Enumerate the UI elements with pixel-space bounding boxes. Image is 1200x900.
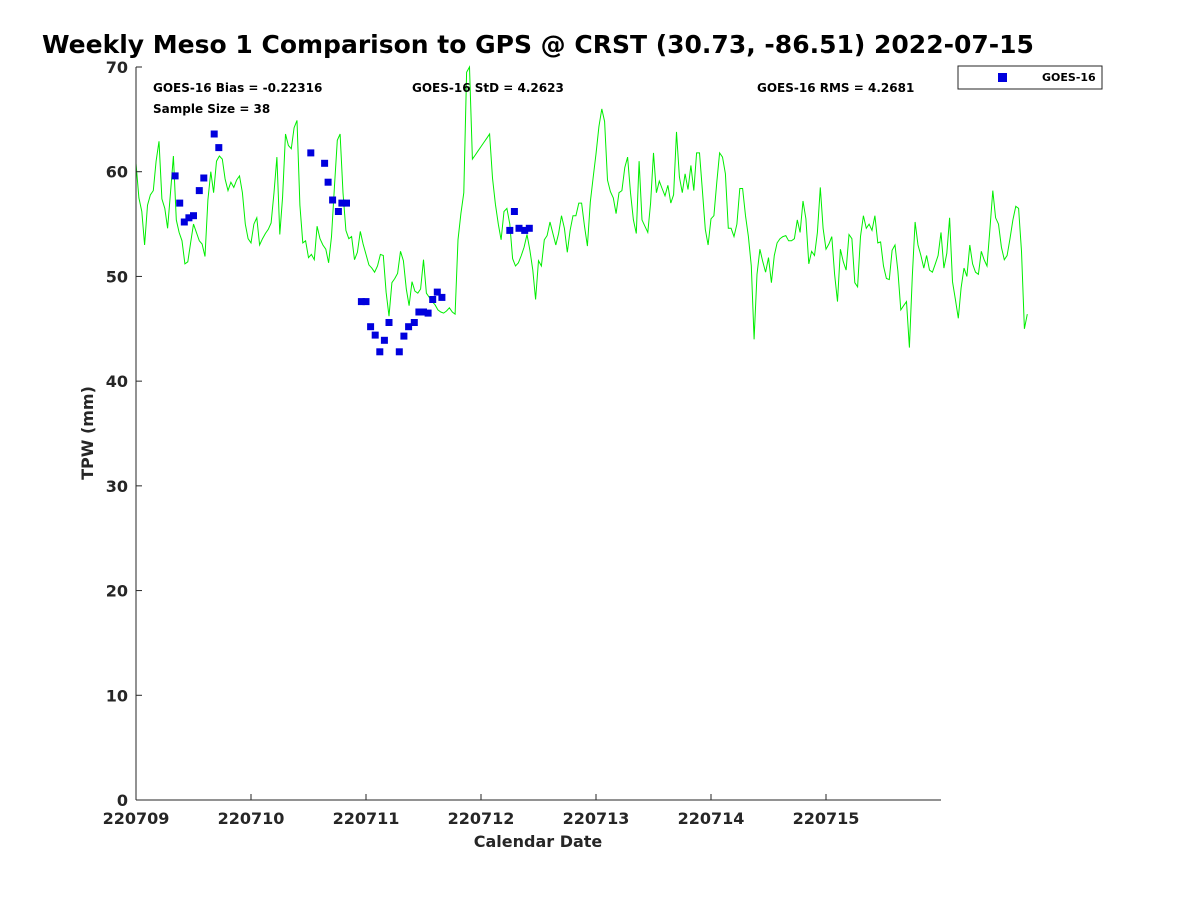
- goes-16-point: [180, 218, 188, 226]
- goes-16-point: [200, 174, 208, 182]
- legend: GOES-16: [957, 65, 1103, 90]
- y-tick-label: 50: [106, 267, 128, 286]
- goes-16-point: [190, 212, 197, 220]
- goes-16-point: [521, 226, 529, 234]
- y-tick-label: 20: [106, 582, 128, 601]
- goes-16-point: [371, 331, 379, 339]
- plot-frame: [136, 67, 941, 800]
- x-tick-label: 220710: [218, 809, 285, 828]
- goes-16-point: [324, 178, 332, 186]
- goes-16-point: [334, 208, 342, 215]
- y-tick-label: 10: [106, 686, 128, 705]
- y-tick-label: 60: [106, 163, 128, 182]
- goes-16-point: [510, 208, 518, 215]
- goes-16-point: [176, 199, 184, 207]
- x-tick-label: 220709: [103, 809, 170, 828]
- sample-size-annotation: Sample Size = 38: [153, 102, 270, 116]
- goes-16-point: [380, 336, 388, 344]
- y-tick-label: 0: [117, 791, 128, 810]
- rms-annotation: GOES-16 RMS = 4.2681: [757, 81, 914, 95]
- legend-label-goes-16: GOES-16: [1042, 71, 1096, 84]
- goes-16-point: [415, 308, 423, 316]
- goes-16-point: [429, 296, 437, 303]
- goes-16-point: [405, 323, 413, 331]
- x-axis-ticks: 220709 220710 220711 220712 220713 220714 2207…: [103, 794, 860, 828]
- y-axis-label: TPW (mm): [78, 386, 97, 480]
- goes-16-point: [362, 298, 370, 306]
- goes-16-point: [525, 224, 533, 232]
- bias-annotation: GOES-16 Bias = -0.22316: [153, 81, 322, 95]
- y-tick-label: 70: [106, 58, 128, 77]
- goes-16-point: [338, 199, 346, 207]
- chart-title: Weekly Meso 1 Comparison to GPS @ CRST (…: [42, 30, 1034, 59]
- goes-16-point: [215, 144, 223, 152]
- legend-marker-goes-16: [998, 73, 1007, 82]
- legend-box: [957, 65, 1103, 90]
- goes-16-point: [343, 199, 350, 207]
- goes-16-point: [171, 172, 179, 180]
- goes-16-point: [400, 332, 408, 340]
- x-axis-label: Calendar Date: [474, 832, 603, 851]
- goes-16-point: [506, 226, 514, 234]
- x-tick-label: 220712: [448, 809, 515, 828]
- goes-16-point: [433, 288, 441, 296]
- y-axis-ticks: 0 10 20 30 40 50 60 70: [106, 58, 142, 810]
- goes-16-point: [321, 159, 329, 167]
- std-annotation: GOES-16 StD = 4.2623: [412, 81, 564, 95]
- goes-16-point: [357, 298, 365, 306]
- x-tick-label: 220714: [678, 809, 745, 828]
- x-tick-label: 220715: [793, 809, 860, 828]
- goes-16-point: [385, 319, 393, 326]
- y-tick-label: 30: [106, 477, 128, 496]
- goes-16-point: [515, 224, 523, 232]
- goes-16-point: [410, 319, 418, 326]
- goes-16-point: [307, 149, 315, 157]
- goes-16-point: [424, 309, 432, 317]
- goes-16-point: [438, 293, 446, 301]
- goes-16-point: [329, 196, 337, 204]
- x-tick-label: 220713: [563, 809, 630, 828]
- goes-16-point: [420, 308, 427, 316]
- goes-16-point: [210, 130, 218, 138]
- goes-16-point: [395, 348, 403, 356]
- goes-16-point: [195, 187, 203, 195]
- y-tick-label: 40: [106, 372, 128, 391]
- goes-16-point: [367, 323, 375, 331]
- goes-16-point: [185, 214, 193, 222]
- x-tick-label: 220711: [333, 809, 400, 828]
- goes-16-point: [376, 348, 384, 356]
- goes-16-series-layer: [171, 130, 533, 356]
- gps-series-layer: [135, 65, 1028, 348]
- gps-line: [135, 65, 1028, 348]
